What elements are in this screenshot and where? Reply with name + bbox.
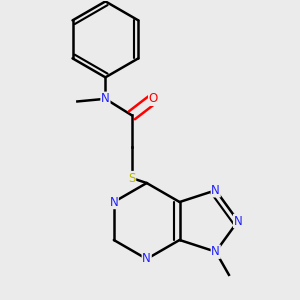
- Text: S: S: [128, 172, 136, 184]
- Text: N: N: [142, 253, 151, 266]
- Text: N: N: [211, 245, 220, 258]
- Text: N: N: [234, 214, 242, 227]
- Text: N: N: [211, 184, 220, 197]
- Text: N: N: [110, 196, 118, 208]
- Text: N: N: [101, 92, 110, 105]
- Text: O: O: [149, 92, 158, 105]
